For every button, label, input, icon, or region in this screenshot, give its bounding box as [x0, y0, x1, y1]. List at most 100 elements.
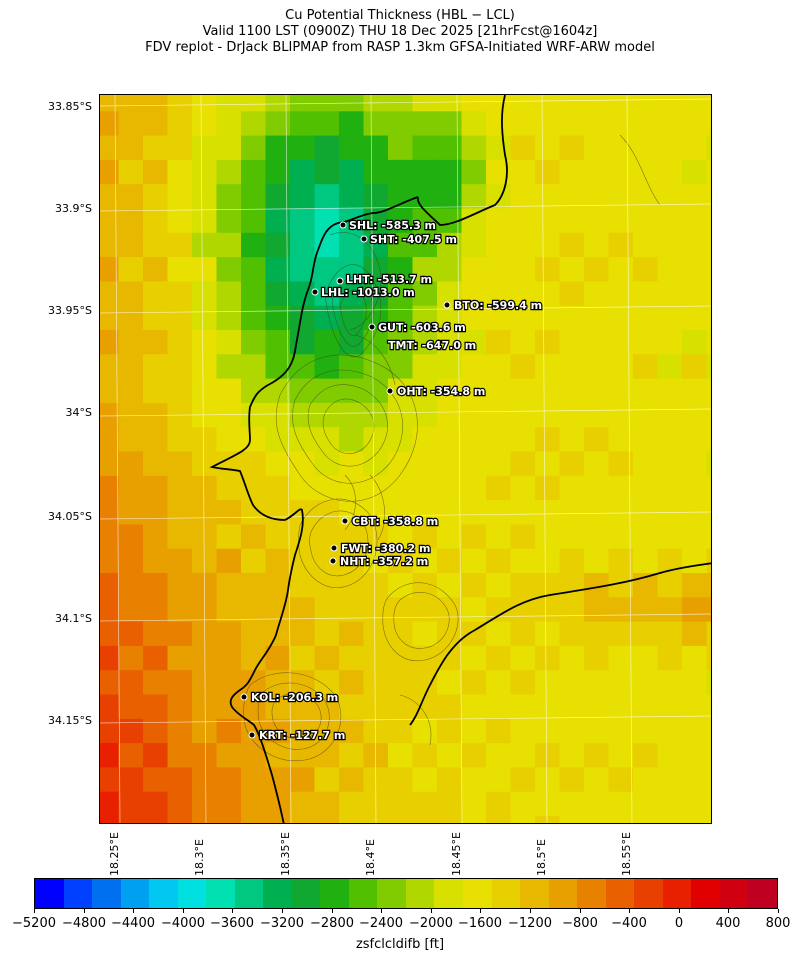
grid-cell	[633, 694, 659, 720]
grid-cell	[100, 111, 120, 137]
grid-cell	[510, 791, 536, 817]
grid-cell	[682, 208, 708, 234]
grid-cell	[437, 694, 463, 720]
grid-cell	[535, 718, 561, 744]
grid-cell	[461, 718, 487, 744]
grid-cell	[265, 743, 291, 768]
grid-cell	[118, 208, 144, 234]
grid-cell	[339, 159, 365, 185]
grid-cell	[510, 694, 536, 720]
grid-cell	[388, 524, 414, 550]
grid-cell	[241, 718, 267, 744]
grid-cell	[118, 621, 144, 647]
grid-cell	[100, 330, 120, 355]
grid-cell	[290, 208, 316, 234]
grid-cell	[559, 281, 585, 307]
grid-cell	[706, 767, 711, 793]
grid-cell	[265, 767, 291, 793]
grid-cell	[437, 111, 463, 137]
grid-cell	[510, 257, 536, 282]
grid-cell	[633, 524, 659, 550]
grid-cell	[584, 232, 610, 258]
grid-cell	[265, 645, 291, 671]
grid-cell	[584, 111, 610, 137]
grid-cell	[143, 694, 169, 720]
colorbar-tick-label: −2800	[310, 916, 354, 931]
grid-cell	[265, 111, 291, 137]
grid-cell	[706, 159, 711, 185]
grid-cell	[192, 500, 218, 525]
grid-cell	[486, 816, 512, 823]
grid-cell	[633, 548, 659, 574]
grid-cell	[363, 135, 389, 161]
grid-cell	[167, 475, 193, 501]
grid-cell	[241, 257, 267, 282]
lat-label: 34°S	[65, 406, 92, 419]
colorbar-swatch	[520, 879, 549, 908]
grid-cell	[167, 524, 193, 550]
grid-cell	[388, 500, 414, 525]
colorbar-swatch	[662, 879, 692, 908]
grid-cell	[363, 402, 389, 428]
grid-cell	[118, 791, 144, 817]
grid-cell	[192, 208, 218, 234]
grid-cell	[682, 743, 708, 768]
grid-cell	[584, 330, 610, 355]
grid-cell	[412, 159, 438, 185]
grid-cell	[167, 111, 193, 137]
grid-cell	[633, 816, 659, 823]
grid-cell	[633, 451, 659, 477]
grid-cell	[657, 184, 683, 210]
grid-cell	[143, 670, 169, 696]
grid-cell	[167, 135, 193, 161]
grid-cell	[486, 694, 512, 720]
grid-cell	[559, 232, 585, 258]
grid-cell	[100, 281, 120, 307]
grid-cell	[265, 718, 291, 744]
grid-cell	[290, 791, 316, 817]
colorbar-tick-mark	[431, 909, 432, 913]
grid-cell	[363, 427, 389, 453]
grid-cell	[682, 305, 708, 331]
grid-cell	[265, 597, 291, 623]
grid-cell	[167, 354, 193, 380]
grid-cell	[241, 330, 267, 355]
grid-cell	[363, 645, 389, 671]
lon-label: 18.45°E	[450, 832, 463, 876]
grid-cell	[100, 718, 120, 744]
colorbar-tick-mark	[84, 909, 85, 913]
grid-cell	[633, 305, 659, 331]
grid-cell	[192, 427, 218, 453]
colorbar-swatch	[577, 879, 606, 908]
grid-cell	[290, 475, 316, 501]
grid-cell	[290, 111, 316, 137]
grid-cell	[412, 718, 438, 744]
grid-cell	[412, 427, 438, 453]
grid-cell	[412, 524, 438, 550]
grid-cell	[241, 232, 267, 258]
grid-cell	[608, 597, 634, 623]
grid-cell	[608, 743, 634, 768]
grid-cell	[437, 281, 463, 307]
grid-cell	[437, 135, 463, 161]
grid-cell	[363, 718, 389, 744]
grid-cell	[167, 500, 193, 525]
grid-cell	[657, 402, 683, 428]
grid-cell	[388, 694, 414, 720]
grid-cell	[461, 475, 487, 501]
grid-cell	[143, 95, 169, 112]
grid-cell	[608, 767, 634, 793]
grid-cell	[706, 670, 711, 696]
grid-cell	[437, 743, 463, 768]
grid-cell	[265, 208, 291, 234]
grid-cell	[388, 573, 414, 598]
grid-cell	[486, 257, 512, 282]
grid-cell	[339, 718, 365, 744]
grid-cell	[412, 95, 438, 112]
colorbar-tick-mark	[580, 909, 581, 913]
grid-cell	[290, 232, 316, 258]
grid-cell	[682, 281, 708, 307]
grid-cell	[388, 670, 414, 696]
grid-cell	[412, 354, 438, 380]
grid-cell	[682, 184, 708, 210]
